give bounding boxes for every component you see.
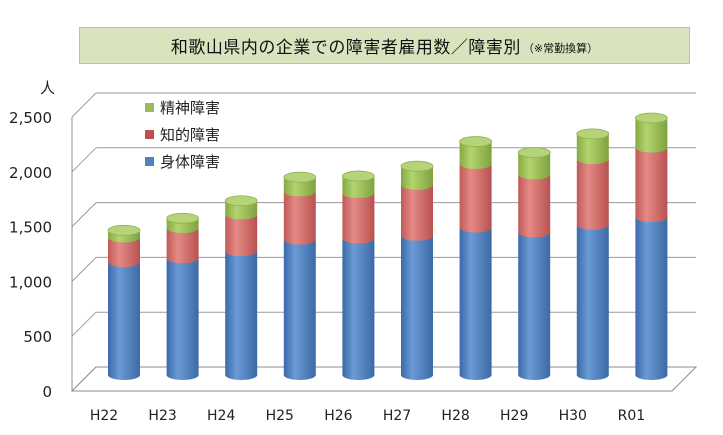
bar-segment — [342, 238, 375, 380]
bar-segment — [283, 191, 316, 245]
gridline-side-1 — [71, 311, 97, 337]
bar-top-cap — [224, 195, 258, 207]
bar-column-H22 — [107, 224, 141, 380]
x-tick-label: H24 — [207, 408, 235, 424]
x-tick-label: R01 — [618, 408, 646, 424]
x-tick-label: H26 — [324, 408, 352, 424]
x-tick-label: H22 — [90, 408, 118, 424]
bar-segment — [576, 133, 609, 165]
y-tick-label: 1,000 — [9, 273, 52, 291]
gridline-side-3 — [71, 202, 97, 227]
bar-top-cap — [576, 128, 610, 140]
bar-top-cap — [107, 224, 141, 236]
bar-column-R01 — [635, 112, 668, 380]
x-tick-label: H25 — [266, 408, 294, 424]
bar-top-cap — [635, 112, 668, 124]
bar-column-H25 — [283, 171, 317, 380]
bar-segment — [166, 228, 199, 264]
bar-segment — [342, 176, 375, 199]
bar-column-H23 — [166, 212, 200, 380]
legend-label: 知的障害 — [160, 126, 220, 144]
bar-segment — [108, 237, 140, 268]
bar-column-H26 — [341, 170, 375, 380]
bar-segment — [576, 159, 609, 230]
chart-title: 和歌山県内の企業での障害者雇用数／障害別 （※常勤換算） — [79, 27, 690, 64]
x-tick-label: H23 — [148, 408, 176, 424]
bar-top-cap — [517, 147, 551, 158]
bar-segment — [401, 235, 433, 380]
bar-segment — [635, 217, 668, 380]
bar-column-H24 — [224, 195, 258, 380]
y-tick-label: 2,000 — [9, 164, 52, 182]
bar-top-cap — [341, 170, 375, 182]
legend-swatch — [145, 157, 154, 166]
bar-segment — [518, 152, 551, 180]
chart-title-note: （※常勤換算） — [522, 41, 599, 55]
bar-segment — [459, 227, 492, 380]
bar-segment — [459, 164, 492, 233]
bar-segment — [518, 174, 551, 238]
bar-segment — [518, 232, 551, 380]
bar-segment — [635, 147, 668, 223]
bar-column-H28 — [459, 136, 493, 380]
legend-label: 精神障害 — [160, 99, 220, 117]
legend-swatch — [145, 130, 154, 139]
y-tick-label: 2,500 — [9, 109, 52, 127]
bar-segment — [225, 214, 258, 257]
y-tick-label: 0 — [42, 383, 52, 401]
bar-segment — [459, 141, 492, 170]
legend-swatch — [145, 103, 154, 112]
bar-segment — [283, 239, 316, 380]
bar-column-H30 — [576, 128, 610, 380]
bar-top-cap — [459, 136, 493, 147]
bar-top-cap — [283, 171, 317, 183]
bar-segment — [635, 117, 668, 153]
chart-title-main: 和歌山県内の企業での障害者雇用数／障害別 — [170, 38, 521, 58]
bar-column-H27 — [400, 160, 434, 380]
bar-segment — [108, 262, 140, 380]
gridline-side-5 — [71, 92, 97, 118]
gridline-side-2 — [71, 257, 97, 282]
bar-segment — [283, 177, 316, 197]
gridline-side-4 — [71, 147, 97, 173]
x-tick-label: H27 — [383, 408, 411, 424]
bar-segment — [225, 251, 258, 380]
x-tick-label: H29 — [500, 408, 528, 424]
x-tick-label: H28 — [441, 408, 469, 424]
x-tick-label: H30 — [559, 408, 587, 424]
y-tick-label: 1,500 — [9, 219, 52, 237]
y-axis-label: 人 — [40, 79, 55, 97]
bar-column-H29 — [517, 147, 551, 380]
legend-label: 身体障害 — [160, 153, 220, 171]
bar-segment — [401, 184, 433, 241]
bar-segment — [401, 166, 433, 190]
bar-segment — [342, 193, 375, 244]
bar-top-cap — [166, 212, 200, 224]
y-tick-label: 500 — [23, 328, 52, 346]
bar-segment — [166, 258, 199, 380]
bar-top-cap — [400, 160, 434, 172]
bar-segment — [576, 224, 609, 380]
